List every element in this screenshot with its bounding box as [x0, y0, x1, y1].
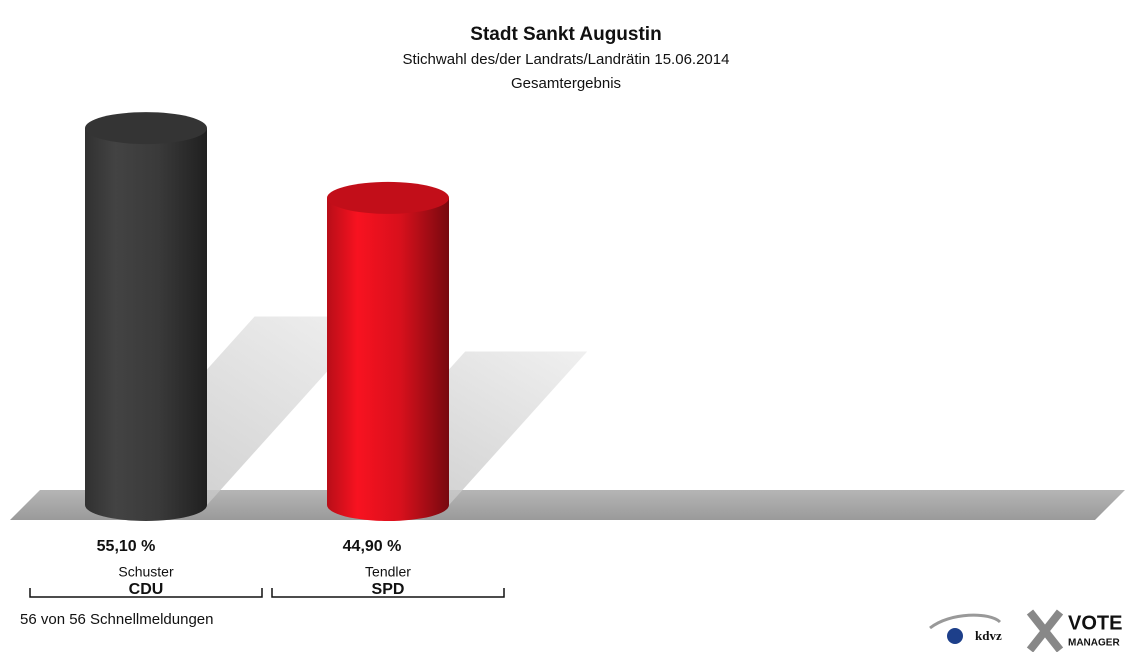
- bar: [327, 197, 449, 521]
- floor: [10, 490, 1125, 520]
- chart-subtitle: Stichwahl des/der Landrats/Landrätin 15.…: [403, 51, 730, 68]
- party-label: CDU: [129, 581, 164, 598]
- logo-text: kdvz: [975, 628, 1002, 643]
- value-label: 55,10 %: [97, 538, 156, 555]
- bar: [85, 128, 207, 521]
- value-label: 44,90 %: [343, 538, 402, 555]
- chart-title: Stadt Sankt Augustin: [470, 24, 661, 45]
- category-label: Schuster: [118, 564, 174, 580]
- bar-top: [327, 181, 449, 214]
- chart-subtitle: Gesamtergebnis: [511, 75, 621, 92]
- logo: kdvz VOTE MANAGER: [929, 609, 1122, 652]
- logo-text: VOTE: [1068, 612, 1122, 634]
- bracket: [271, 588, 505, 598]
- category-label: Tendler: [365, 564, 411, 580]
- logo-dot: [947, 628, 963, 644]
- logo-x: [1026, 609, 1064, 652]
- logo-text: MANAGER: [1068, 638, 1120, 649]
- logo-swoosh: [929, 613, 1002, 630]
- party-label: SPD: [372, 581, 405, 598]
- bracket: [29, 588, 263, 598]
- bar-top: [85, 112, 207, 145]
- footer: 56 von 56 Schnellmeldungen: [20, 611, 213, 628]
